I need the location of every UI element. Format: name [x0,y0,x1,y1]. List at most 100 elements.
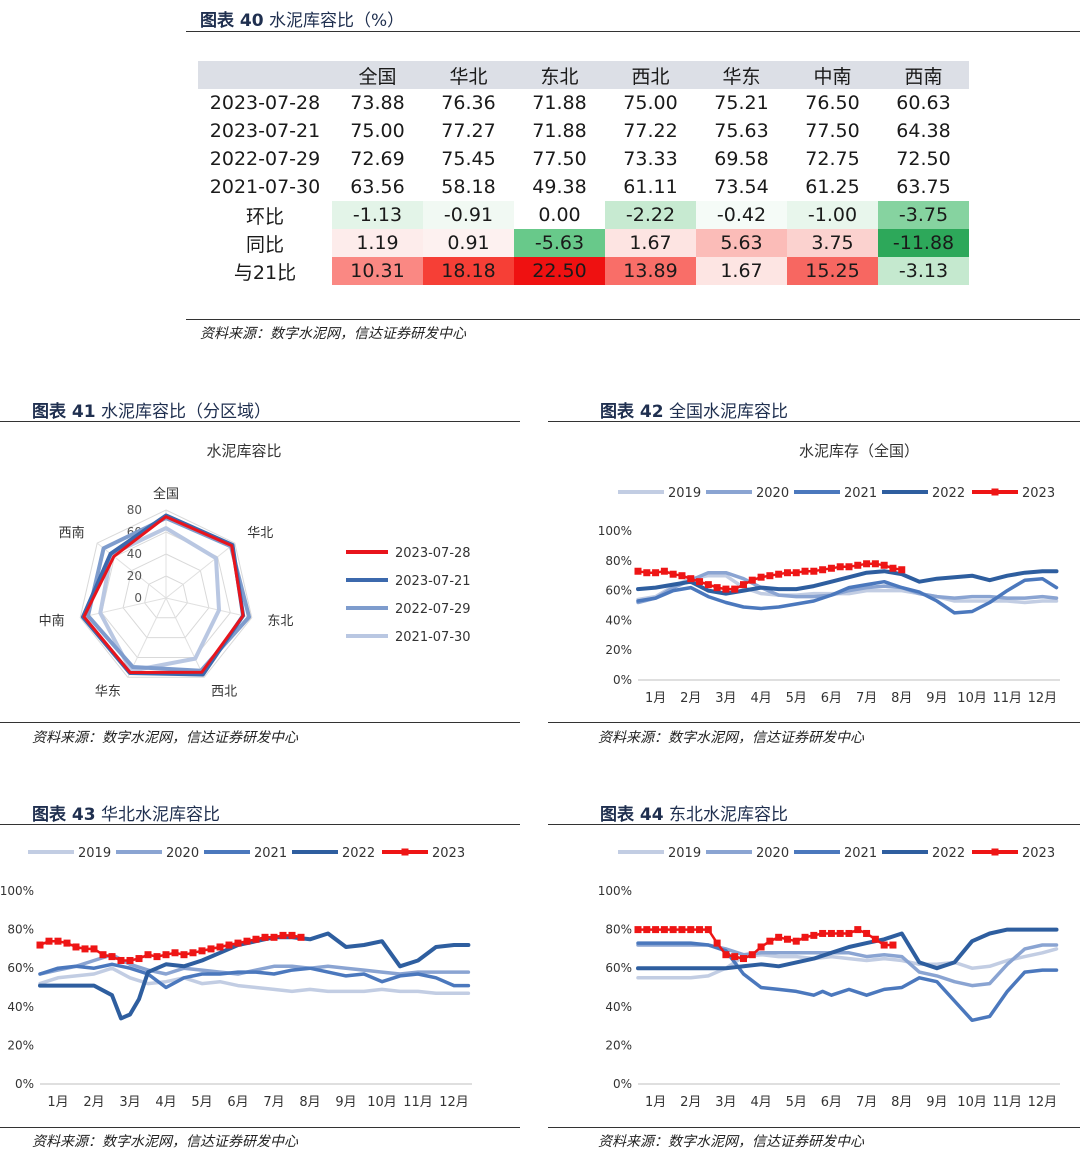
table-cell: 73.54 [714,176,769,198]
series-marker-2023 [836,929,844,937]
series-marker-2023 [731,585,739,593]
series-marker-2023 [90,945,98,953]
series-line-2021 [636,576,1059,615]
table-row: 环比 -1.13 -0.91 0.00 -2.22 -0.42 -1.00 -3.75 [198,201,969,229]
x-tick-label: 5月 [786,691,807,706]
fig44-title-text: 东北水泥库容比 [663,805,788,825]
radar-axis-label: 东北 [267,614,293,629]
fig42-line-chart: 水泥库存（全国） 0% 20% 40% 60% 80% 100% 1月 2月 3月 4月 5月 6月 7月… [598,442,1060,706]
series-marker-2023 [643,569,651,577]
table-cell: 10.31 [332,257,423,285]
series-marker-2023 [171,949,179,957]
radar-spoke [165,597,205,678]
series-marker-2023 [880,561,888,569]
table-cell: 1.67 [605,229,696,257]
series-marker-2023 [748,951,756,959]
series-marker-2023 [54,937,62,945]
series-marker-2023 [889,564,897,572]
series-marker-2023 [783,569,791,577]
x-tick-label: 12月 [1028,1095,1058,1110]
series-marker-2023 [669,926,677,934]
table-cell: 71.88 [532,92,587,114]
series-marker-2023 [652,569,660,577]
y-tick-label: 0% [15,1077,34,1091]
radar-tick-label: 0 [134,591,142,605]
fig43-line-chart: 0% 20% 40% 60% 80% 100% 1月 2月 3月 4月 5月 6月 7月 8月 9月 10月 1… [0,846,472,1110]
radar-axis-label: 华东 [95,685,121,700]
fig42-top-rule [548,421,1080,422]
fig43-top-rule [0,824,520,825]
x-tick-label: 2月 [680,1095,701,1110]
legend-label: 2022 [932,486,965,501]
series-line-2020 [636,570,1059,605]
table-cell: -3.75 [878,201,969,229]
fig40-bottom-rule [186,319,1080,320]
x-tick-label: 11月 [403,1095,433,1110]
y-tick-label: 40% [605,613,632,627]
series-marker-2023 [722,951,730,959]
series-marker-2023 [144,951,152,959]
table-cell: -5.63 [514,229,605,257]
y-tick-label: 100% [0,884,34,898]
table-cell: 0.91 [423,229,514,257]
table-cell: -0.91 [423,201,514,229]
legend-label: 2023 [1022,486,1055,501]
radar-grid-ring [101,531,231,658]
chart-title: 水泥库容比 [206,442,281,460]
table-cell: 72.75 [805,148,860,170]
table-cell: 77.27 [441,120,496,142]
series-marker-2023 [757,573,765,581]
table-row-label: 2023-07-28 [209,92,321,114]
series-marker-2023 [871,560,879,568]
series-marker-2023 [207,945,215,953]
series-marker-2023 [135,955,143,963]
table-row-label: 2022-07-29 [209,148,321,170]
legend-label: 2021-07-30 [395,630,471,645]
table-cell: 1.67 [696,257,787,285]
legend-label: 2022 [932,846,965,861]
x-tick-label: 10月 [367,1095,397,1110]
series-marker-2023 [740,955,747,963]
legend-label: 2023-07-21 [395,574,471,589]
series-marker-2023 [234,939,242,947]
series-marker-2023 [45,937,53,945]
series-marker-2023 [827,929,835,937]
legend-label: 2019 [668,486,701,501]
series-marker-2023 [748,576,756,584]
series-marker-2023 [72,943,80,951]
table-cell: 75.00 [623,92,678,114]
legend-label: 2021 [254,846,287,861]
radar-axis-label: 华北 [247,526,273,541]
table-cell: 77.22 [623,120,678,142]
table-cell: -2.22 [605,201,696,229]
x-tick-label: 4月 [750,1095,771,1110]
x-tick-label: 1月 [645,1095,666,1110]
x-tick-label: 3月 [715,691,736,706]
fig44-title: 图表 44 东北水泥库容比 [600,800,788,825]
fig44-line-chart: 0% 20% 40% 60% 80% 100% 1月 2月 3月 4月 5月 6月 7月 8月 9月 10月 1… [598,846,1060,1110]
x-tick-label: 6月 [227,1095,248,1110]
series-marker-2023 [792,569,800,577]
series-marker-2023 [288,931,296,939]
radar-axis-label: 西北 [211,685,237,700]
legend-label: 2023 [1022,846,1055,861]
legend-label: 2023-07-28 [395,546,471,561]
table-cell: 63.56 [350,176,405,198]
fig42-title: 图表 42 全国水泥库容比 [600,397,788,422]
series-marker-2023 [643,926,651,934]
legend-label: 2019 [78,846,111,861]
legend-label: 2020 [756,846,789,861]
table-cell: -1.00 [787,201,878,229]
y-tick-label: 100% [598,524,632,538]
table-header-cell: 西北 [605,61,696,89]
series-marker-2023 [678,572,686,580]
fig41-source: 资料来源：数字水泥网，信达证券研发中心 [32,730,298,746]
x-tick-label: 9月 [926,691,947,706]
y-tick-label: 20% [7,1038,34,1052]
table-cell: -1.13 [332,201,423,229]
x-tick-label: 2月 [83,1095,104,1110]
series-marker-2023 [863,560,871,568]
fig40-top-rule [186,31,1080,32]
series-marker-2023 [81,945,89,953]
series-marker-2023 [63,939,71,947]
